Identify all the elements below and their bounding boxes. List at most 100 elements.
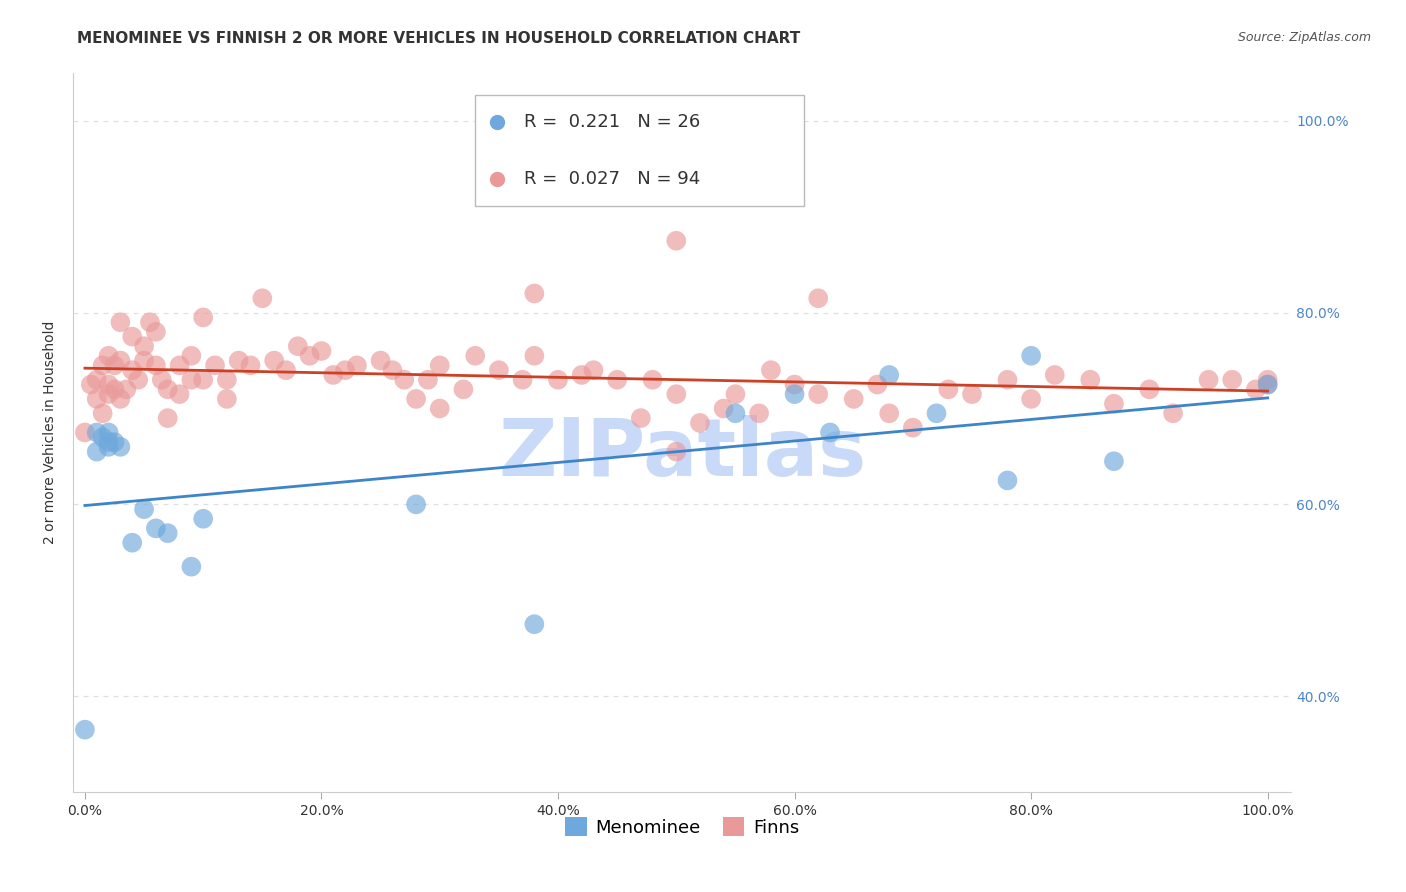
- Point: [346, 359, 368, 373]
- Point: [86, 425, 108, 440]
- Point: [110, 392, 132, 406]
- Point: [103, 435, 125, 450]
- Point: [416, 373, 439, 387]
- Point: [960, 387, 983, 401]
- Point: [110, 315, 132, 329]
- Point: [215, 392, 238, 406]
- Point: [1102, 454, 1125, 468]
- Point: [180, 559, 202, 574]
- Point: [877, 368, 900, 382]
- Point: [169, 387, 191, 401]
- Point: [783, 387, 806, 401]
- Point: [485, 255, 508, 269]
- Point: [1161, 406, 1184, 420]
- Point: [121, 535, 143, 549]
- Point: [665, 234, 688, 248]
- Point: [1019, 392, 1042, 406]
- Point: [274, 363, 297, 377]
- Point: [464, 349, 486, 363]
- Point: [689, 416, 711, 430]
- Point: [1102, 397, 1125, 411]
- Point: [86, 392, 108, 406]
- Point: [842, 392, 865, 406]
- Point: [818, 425, 841, 440]
- Point: [1257, 377, 1279, 392]
- Point: [298, 349, 321, 363]
- Legend: Menominee, Finns: Menominee, Finns: [558, 810, 807, 844]
- Text: MENOMINEE VS FINNISH 2 OR MORE VEHICLES IN HOUSEHOLD CORRELATION CHART: MENOMINEE VS FINNISH 2 OR MORE VEHICLES …: [77, 31, 800, 46]
- Text: R =  0.027   N = 94: R = 0.027 N = 94: [524, 169, 700, 187]
- Point: [1137, 382, 1160, 396]
- Point: [97, 425, 120, 440]
- Point: [97, 435, 120, 450]
- Point: [381, 363, 404, 377]
- Point: [127, 373, 149, 387]
- Point: [239, 359, 262, 373]
- Point: [115, 382, 138, 396]
- Point: [523, 617, 546, 632]
- Point: [394, 373, 416, 387]
- Point: [97, 387, 120, 401]
- Point: [547, 373, 569, 387]
- Point: [80, 377, 103, 392]
- Point: [1078, 373, 1101, 387]
- Point: [145, 325, 167, 339]
- Point: [630, 411, 652, 425]
- Point: [263, 353, 285, 368]
- Point: [86, 444, 108, 458]
- Point: [665, 387, 688, 401]
- Point: [370, 353, 392, 368]
- Point: [866, 377, 889, 392]
- Point: [1257, 377, 1279, 392]
- Point: [150, 373, 173, 387]
- Point: [180, 373, 202, 387]
- Text: R =  0.221   N = 26: R = 0.221 N = 26: [524, 113, 700, 131]
- Point: [121, 363, 143, 377]
- Point: [724, 387, 747, 401]
- Point: [925, 406, 948, 420]
- Point: [1198, 373, 1220, 387]
- Point: [523, 286, 546, 301]
- Point: [405, 497, 427, 511]
- Point: [713, 401, 735, 416]
- Point: [180, 349, 202, 363]
- Point: [333, 363, 356, 377]
- Point: [215, 373, 238, 387]
- Point: [665, 444, 688, 458]
- Point: [759, 363, 782, 377]
- Point: [145, 359, 167, 373]
- Point: [571, 368, 593, 382]
- Point: [485, 179, 508, 194]
- Point: [748, 406, 770, 420]
- Point: [453, 382, 475, 396]
- Point: [1019, 349, 1042, 363]
- Point: [132, 502, 155, 516]
- Point: [606, 373, 628, 387]
- Point: [97, 440, 120, 454]
- Point: [287, 339, 309, 353]
- Point: [204, 359, 226, 373]
- Point: [139, 315, 162, 329]
- Point: [807, 387, 830, 401]
- Point: [1257, 373, 1279, 387]
- Point: [121, 329, 143, 343]
- FancyBboxPatch shape: [475, 95, 804, 206]
- Point: [86, 373, 108, 387]
- Point: [1043, 368, 1066, 382]
- Point: [877, 406, 900, 420]
- Point: [91, 430, 114, 444]
- Point: [783, 377, 806, 392]
- Point: [228, 353, 250, 368]
- Point: [193, 310, 215, 325]
- Point: [169, 359, 191, 373]
- Point: [156, 411, 179, 425]
- Text: Source: ZipAtlas.com: Source: ZipAtlas.com: [1237, 31, 1371, 45]
- Point: [405, 392, 427, 406]
- Point: [193, 512, 215, 526]
- Point: [429, 359, 451, 373]
- Point: [91, 359, 114, 373]
- Point: [156, 526, 179, 541]
- Point: [103, 359, 125, 373]
- Point: [311, 343, 333, 358]
- Point: [156, 382, 179, 396]
